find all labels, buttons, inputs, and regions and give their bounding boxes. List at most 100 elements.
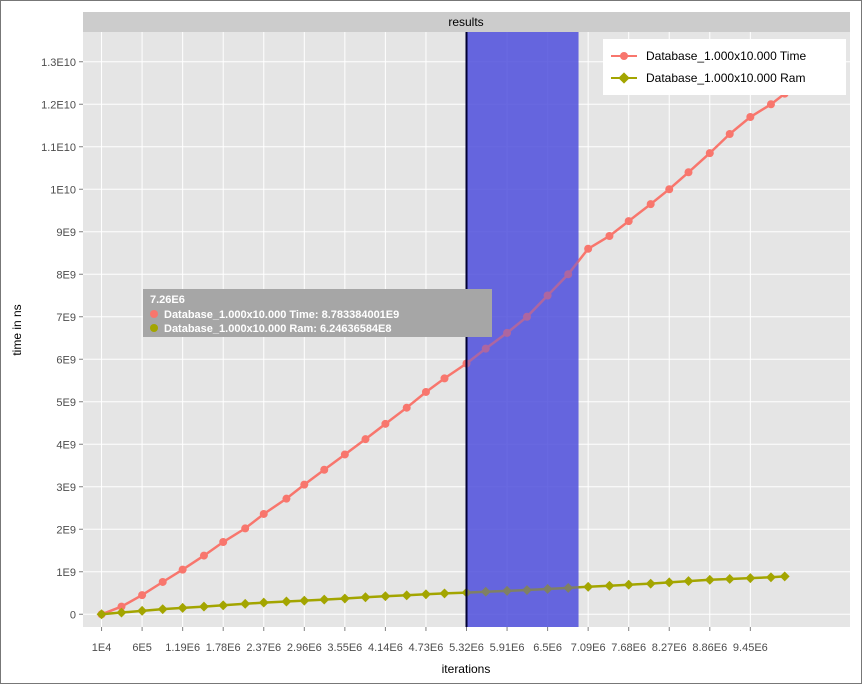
series-0-point-6[interactable] — [219, 538, 228, 546]
series-1-point-12[interactable] — [339, 593, 350, 604]
series-1-point-34[interactable] — [779, 571, 790, 582]
series-1-point-31[interactable] — [724, 574, 735, 584]
series-0-point-31[interactable] — [725, 130, 734, 138]
y-tick-label-5: 5E9 — [56, 397, 76, 409]
series-0-point-22[interactable] — [543, 291, 552, 300]
series-0-point-1[interactable] — [117, 602, 126, 611]
series-0-point-11[interactable] — [320, 465, 329, 474]
series-0-point-24[interactable] — [584, 244, 593, 253]
series-1-point-10[interactable] — [299, 595, 310, 606]
y-tick-label-2: 2E9 — [56, 524, 76, 536]
x-tick-label-9: 5.32E6 — [449, 642, 484, 654]
series-0-point-13[interactable] — [361, 435, 370, 444]
series-0-point-28[interactable] — [665, 185, 674, 194]
x-tick-label-14: 8.27E6 — [652, 642, 687, 654]
series-0-point-15[interactable] — [402, 403, 411, 412]
y-tick-label-0: 0 — [70, 609, 76, 621]
series-0-point-9[interactable] — [282, 494, 291, 503]
series-1-point-0[interactable] — [96, 609, 107, 620]
x-tick-label-16: 9.45E6 — [733, 642, 768, 654]
series-0-point-19[interactable] — [481, 344, 490, 353]
series-1-point-25[interactable] — [604, 580, 615, 591]
series-1-point-1[interactable] — [116, 607, 127, 618]
y-tick-label-7: 7E9 — [56, 312, 76, 324]
series-1-point-17[interactable] — [439, 588, 450, 599]
series-1-point-14[interactable] — [380, 591, 391, 602]
series-1-point-22[interactable] — [542, 584, 553, 594]
series-1-point-3[interactable] — [157, 604, 168, 615]
series-1-point-19[interactable] — [480, 586, 491, 597]
series-0-point-7[interactable] — [241, 524, 250, 533]
series-1-point-32[interactable] — [745, 573, 756, 584]
series-1-point-21[interactable] — [522, 585, 532, 595]
series-0 — [97, 89, 789, 619]
x-tick-label-4: 2.37E6 — [246, 642, 281, 654]
series-layer — [96, 32, 790, 627]
series-1-point-28[interactable] — [664, 577, 675, 588]
series-1-point-16[interactable] — [421, 589, 431, 600]
x-tick-label-3: 1.78E6 — [206, 642, 241, 654]
series-1-point-27[interactable] — [645, 578, 656, 589]
series-0-point-14[interactable] — [381, 419, 390, 428]
legend[interactable]: Database_1.000x10.000 Time Database_1.00… — [603, 39, 846, 95]
series-0-point-26[interactable] — [624, 217, 633, 226]
y-tick-label-1: 1E9 — [56, 567, 76, 579]
series-0-point-20[interactable] — [503, 328, 512, 337]
series-1-point-2[interactable] — [137, 605, 148, 616]
legend-box — [603, 39, 846, 95]
tooltip-time-value: Database_1.000x10.000 Time: 8.783384001E… — [164, 309, 399, 321]
series-1-point-9[interactable] — [281, 596, 292, 607]
series-0-point-32[interactable] — [746, 113, 755, 121]
series-1-point-5[interactable] — [199, 601, 209, 612]
chart-title: results — [448, 15, 483, 29]
x-tick-label-15: 8.86E6 — [692, 642, 727, 654]
series-1-point-33[interactable] — [766, 572, 776, 583]
series-0-point-17[interactable] — [440, 374, 449, 383]
y-tick-label-4: 4E9 — [56, 439, 76, 451]
series-0-point-33[interactable] — [766, 100, 775, 109]
x-axis-title: iterations — [442, 662, 491, 676]
series-0-point-12[interactable] — [340, 450, 349, 459]
series-0-point-16[interactable] — [421, 387, 430, 396]
series-0-point-3[interactable] — [158, 577, 167, 586]
series-1-point-30[interactable] — [704, 574, 715, 585]
series-1-point-4[interactable] — [177, 602, 188, 613]
legend-item-time[interactable]: Database_1.000x10.000 Time — [611, 49, 806, 63]
series-0-point-27[interactable] — [646, 200, 655, 209]
y-tick-label-10: 1E10 — [50, 184, 76, 196]
series-0-point-30[interactable] — [705, 149, 714, 158]
y-tick-label-8: 8E9 — [56, 269, 76, 281]
series-0-point-4[interactable] — [178, 565, 187, 574]
series-0-point-29[interactable] — [684, 168, 693, 177]
series-1-point-29[interactable] — [683, 576, 694, 587]
tooltip-time-marker — [150, 310, 158, 318]
series-0-point-2[interactable] — [138, 591, 147, 600]
series-0-point-23[interactable] — [564, 270, 573, 279]
x-tick-label-1: 6E5 — [132, 642, 152, 654]
legend-time-label: Database_1.000x10.000 Time — [646, 49, 806, 63]
panel-strip — [83, 12, 850, 32]
series-0-point-21[interactable] — [522, 312, 531, 321]
x-tick-label-5: 2.96E6 — [287, 642, 322, 654]
series-1 — [96, 571, 790, 620]
series-0-point-10[interactable] — [300, 480, 309, 489]
series-1-point-23[interactable] — [563, 582, 574, 593]
series-1-point-7[interactable] — [240, 598, 251, 609]
series-1-point-15[interactable] — [401, 590, 412, 601]
series-1-point-6[interactable] — [218, 600, 229, 611]
series-1-point-24[interactable] — [583, 581, 594, 592]
series-0-point-5[interactable] — [199, 551, 208, 560]
series-1-point-13[interactable] — [360, 592, 371, 603]
x-tick-label-11: 6.5E6 — [533, 642, 562, 654]
x-tick-label-12: 7.09E6 — [571, 642, 606, 654]
series-0-point-25[interactable] — [605, 232, 614, 240]
series-1-point-11[interactable] — [319, 594, 330, 605]
x-tick-label-8: 4.73E6 — [409, 642, 444, 654]
x-tick-label-2: 1.19E6 — [165, 642, 200, 654]
series-0-point-8[interactable] — [259, 509, 268, 518]
series-1-point-8[interactable] — [258, 597, 269, 608]
series-1-point-26[interactable] — [623, 579, 634, 590]
tooltip-box — [143, 289, 492, 337]
series-1-point-20[interactable] — [502, 585, 512, 596]
